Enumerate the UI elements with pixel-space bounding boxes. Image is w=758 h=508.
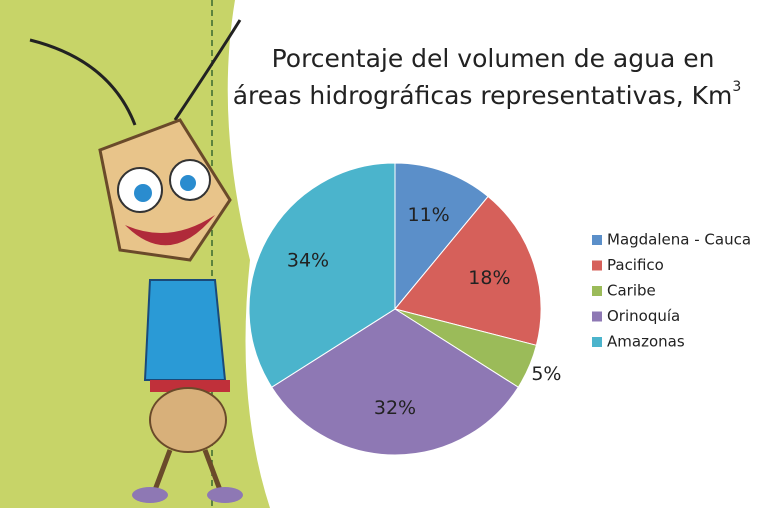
- title-line: áreas hidrográficas representativas, Km: [233, 81, 733, 110]
- data-label: 11%: [408, 204, 450, 226]
- legend-swatch: [592, 261, 602, 271]
- legend-swatch: [592, 312, 602, 322]
- title-line: Porcentaje del volumen de agua en: [272, 44, 715, 73]
- legend-swatch: [592, 235, 602, 245]
- data-label: 32%: [374, 397, 416, 419]
- page: Porcentaje del volumen de agua en áreas …: [0, 0, 758, 508]
- illustration: [0, 0, 270, 508]
- title-superscript: 3: [732, 79, 741, 95]
- data-label: 34%: [287, 250, 329, 272]
- legend-swatch: [592, 337, 602, 347]
- legend-label: Pacifico: [607, 256, 664, 274]
- legend-label: Orinoquía: [607, 307, 680, 325]
- legend-label: Caribe: [607, 282, 656, 300]
- data-label: 5%: [531, 363, 561, 385]
- chart-title: Porcentaje del volumen de agua en áreas …: [233, 44, 742, 110]
- legend-label: Amazonas: [607, 333, 685, 351]
- legend-label: Magdalena - Cauca: [607, 231, 751, 249]
- data-label: 18%: [468, 267, 510, 289]
- legend-swatch: [592, 286, 602, 296]
